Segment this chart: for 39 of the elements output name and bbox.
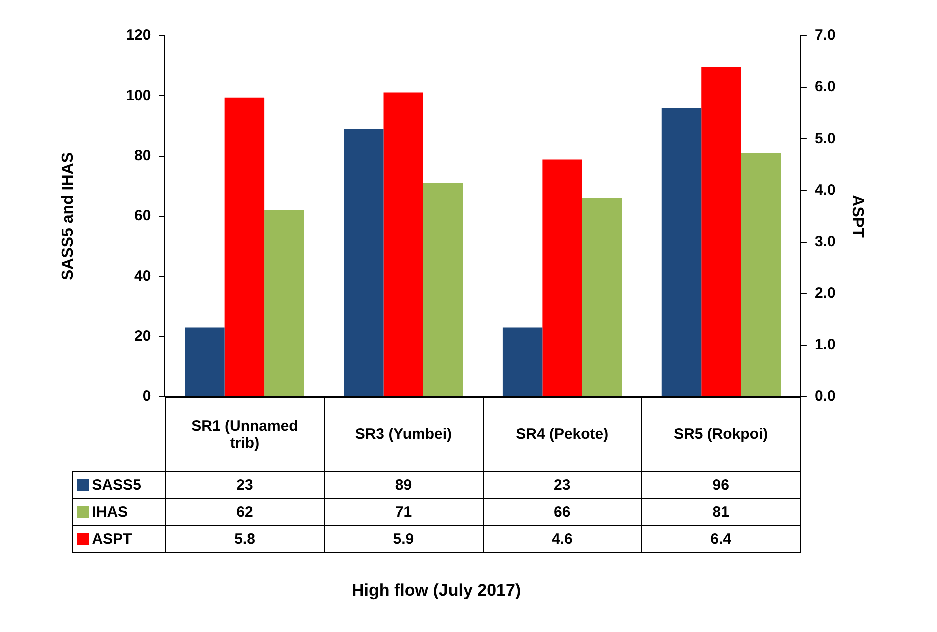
- data-label: 23: [166, 472, 324, 498]
- data-label: 62: [166, 498, 324, 526]
- x-tick-label: SR1 (Unnamed trib): [190, 418, 300, 452]
- y-tick-label: 0: [142, 388, 152, 406]
- y2-tick-label: 3.0: [814, 233, 836, 250]
- data-label: 89: [324, 472, 484, 498]
- data-label: 23: [483, 472, 642, 498]
- y2-axis-title: ASPT: [848, 195, 866, 238]
- legend-label: SASS5: [72, 472, 166, 498]
- data-label: 5.8: [166, 526, 324, 552]
- x-tick-label: SR3 (Yumbei): [354, 426, 454, 443]
- data-label: 66: [483, 498, 642, 526]
- text: High flow (July 2017): [351, 581, 522, 601]
- legend-label: IHAS: [72, 498, 166, 526]
- legend-label: ASPT: [72, 526, 166, 552]
- x-tick-label: SR4 (Pekote): [515, 426, 610, 443]
- y-tick-label: 100: [126, 87, 152, 104]
- bar: [185, 328, 225, 396]
- y2-tick-label: 6.0: [814, 78, 836, 96]
- y2-tick-label: 0.0: [814, 388, 836, 406]
- y-tick-label: 40: [134, 268, 152, 285]
- data-label: 5.9: [324, 526, 484, 552]
- y-tick-label: 20: [134, 328, 152, 345]
- y-axis-title: SASS5 and IHAS: [60, 152, 78, 281]
- y-tick-label: 60: [134, 208, 152, 225]
- data-label: 96: [642, 472, 800, 498]
- data-label: 81: [642, 498, 800, 526]
- data-label: 6.4: [642, 526, 800, 552]
- y2-tick-label: 4.0: [814, 182, 836, 199]
- y-tick-label: 120: [126, 27, 152, 44]
- x-tick-label: SR5 (Rokpoi): [672, 426, 770, 443]
- data-label: 4.6: [483, 526, 642, 552]
- y2-tick-label: 2.0: [814, 285, 836, 302]
- y2-tick-label: 5.0: [814, 130, 836, 148]
- data-label: 71: [324, 498, 484, 526]
- y-tick-label: 80: [134, 147, 152, 164]
- y2-tick-label: 7.0: [814, 27, 836, 44]
- bar: [502, 328, 543, 396]
- y2-tick-label: 1.0: [814, 336, 836, 354]
